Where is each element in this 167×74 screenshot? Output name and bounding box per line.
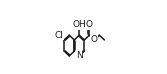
Text: N: N <box>76 51 83 60</box>
Text: O: O <box>86 20 93 29</box>
Text: O: O <box>91 35 98 44</box>
Text: OH: OH <box>72 20 86 29</box>
Text: Cl: Cl <box>55 31 64 40</box>
